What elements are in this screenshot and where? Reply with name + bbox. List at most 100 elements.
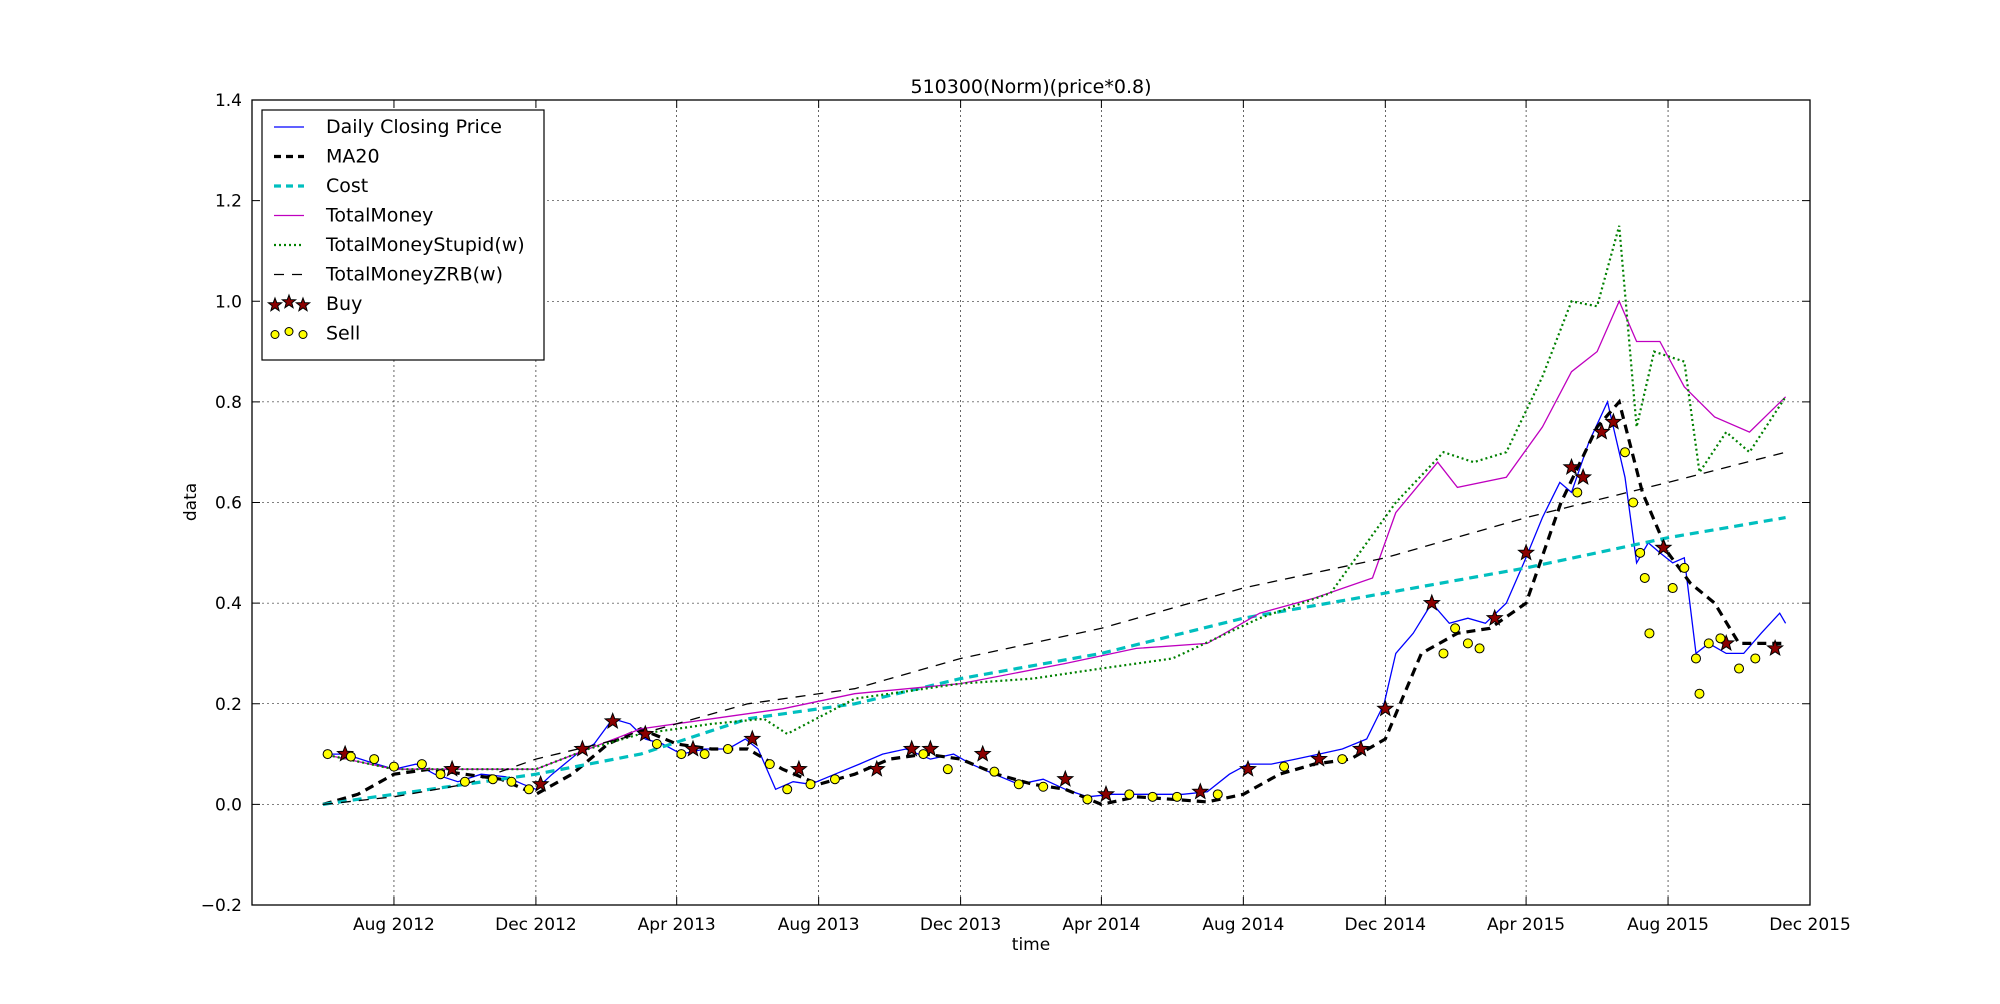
buy-marker xyxy=(336,744,355,762)
sell-marker xyxy=(764,759,775,770)
series-line-daily-closing-price xyxy=(323,399,1787,798)
sell-marker xyxy=(1172,791,1183,802)
sell-marker xyxy=(1038,781,1049,792)
buy-marker xyxy=(603,712,622,729)
legend-buy-swatch xyxy=(294,296,312,312)
sell-marker xyxy=(523,784,534,795)
sell-marker xyxy=(1450,623,1461,634)
y-tick-label: 0.2 xyxy=(215,695,242,715)
sell-marker xyxy=(1279,761,1290,772)
sell-marker xyxy=(722,744,733,755)
buy-marker xyxy=(1654,538,1673,556)
sell-marker xyxy=(782,784,793,795)
legend-entry: TotalMoneyZRB(w) xyxy=(274,264,503,286)
sell-marker xyxy=(1679,562,1690,573)
series-line-totalmoney xyxy=(322,299,1787,770)
x-tick-label: Apr 2013 xyxy=(638,915,716,935)
buy-marker xyxy=(443,759,462,777)
buy-marker xyxy=(636,724,655,742)
legend-label: TotalMoneyZRB(w) xyxy=(325,264,503,286)
buy-marker xyxy=(1310,749,1328,767)
sell-marker xyxy=(1694,688,1705,699)
sell-marker xyxy=(1147,791,1158,802)
legend-entry: MA20 xyxy=(274,146,380,168)
sell-marker xyxy=(1639,572,1650,583)
sell-marker xyxy=(1013,779,1024,790)
buy-marker xyxy=(1574,467,1593,485)
legend-label: Cost xyxy=(326,175,368,197)
x-tick-label: Dec 2015 xyxy=(1769,915,1851,935)
buy-marker xyxy=(531,774,550,792)
buy-marker xyxy=(921,739,940,757)
sell-marker xyxy=(1212,789,1223,800)
x-tick-label: Apr 2014 xyxy=(1062,915,1140,935)
buy-marker xyxy=(867,759,886,777)
legend-box xyxy=(261,109,545,361)
series-line-totalmoneyzrb-w xyxy=(322,451,1786,806)
legend-entry: Cost xyxy=(274,175,368,197)
legend-entry: Sell xyxy=(270,323,360,345)
x-tick-label: Dec 2012 xyxy=(495,915,577,935)
buy-marker xyxy=(743,729,762,747)
x-tick-label: Aug 2013 xyxy=(778,915,860,935)
buy-marker xyxy=(1056,769,1075,787)
buy-marker xyxy=(1376,699,1395,717)
y-axis-label: data xyxy=(181,483,201,521)
buy-marker xyxy=(1517,543,1536,561)
sell-marker xyxy=(1619,447,1630,458)
x-tick-label: Apr 2015 xyxy=(1487,915,1565,935)
sell-marker xyxy=(1667,583,1678,594)
sell-marker xyxy=(651,739,662,749)
sell-marker xyxy=(942,764,953,775)
y-tick-label: 1.4 xyxy=(215,91,242,111)
sell-marker xyxy=(1715,633,1726,644)
sell-marker xyxy=(1337,754,1348,765)
sell-marker xyxy=(1750,653,1761,664)
legend-label: Buy xyxy=(326,293,362,315)
sell-marker xyxy=(989,766,1000,777)
sell-marker xyxy=(1462,638,1473,649)
legend-label: MA20 xyxy=(326,146,380,168)
buy-marker xyxy=(1422,593,1441,611)
sell-marker xyxy=(699,749,710,760)
buy-marker xyxy=(573,739,592,757)
y-tick-label: 1.0 xyxy=(215,292,242,312)
buy-marker xyxy=(902,739,921,757)
buy-marker xyxy=(973,744,992,762)
sell-marker xyxy=(1572,487,1583,498)
sell-marker xyxy=(322,749,333,760)
buy-marker xyxy=(1191,782,1210,800)
sell-marker xyxy=(1082,794,1093,805)
y-tick-label: −0.2 xyxy=(201,896,242,916)
sell-marker xyxy=(459,776,470,787)
buy-marker xyxy=(1592,422,1611,440)
buy-marker xyxy=(1239,759,1257,777)
sell-marker xyxy=(435,769,446,780)
y-tick-label: 0.6 xyxy=(215,494,242,514)
x-tick-label: Aug 2015 xyxy=(1627,915,1709,935)
y-tick-label: 0.4 xyxy=(215,594,242,614)
sell-marker xyxy=(369,754,380,765)
sell-marker xyxy=(388,761,399,772)
y-tick-label: 0.0 xyxy=(215,795,242,815)
sell-marker xyxy=(1474,643,1485,654)
sell-marker xyxy=(1124,789,1135,800)
x-tick-label: Aug 2012 xyxy=(353,915,435,935)
buy-marker xyxy=(1485,608,1504,626)
legend-entry: TotalMoney xyxy=(274,205,433,227)
x-tick-label: Aug 2014 xyxy=(1202,915,1284,935)
sell-marker xyxy=(1635,547,1646,558)
legend-buy-swatch xyxy=(266,296,284,312)
series-line-cost xyxy=(322,516,1786,806)
legend-label: Sell xyxy=(326,323,360,345)
sell-marker xyxy=(416,759,427,770)
sell-marker xyxy=(676,749,687,760)
x-axis-label: time xyxy=(1012,935,1050,955)
sell-marker xyxy=(1438,648,1449,659)
legend-label: Daily Closing Price xyxy=(326,116,502,138)
buy-marker xyxy=(684,739,702,757)
sell-marker xyxy=(1690,653,1701,664)
buy-marker xyxy=(1351,739,1370,757)
